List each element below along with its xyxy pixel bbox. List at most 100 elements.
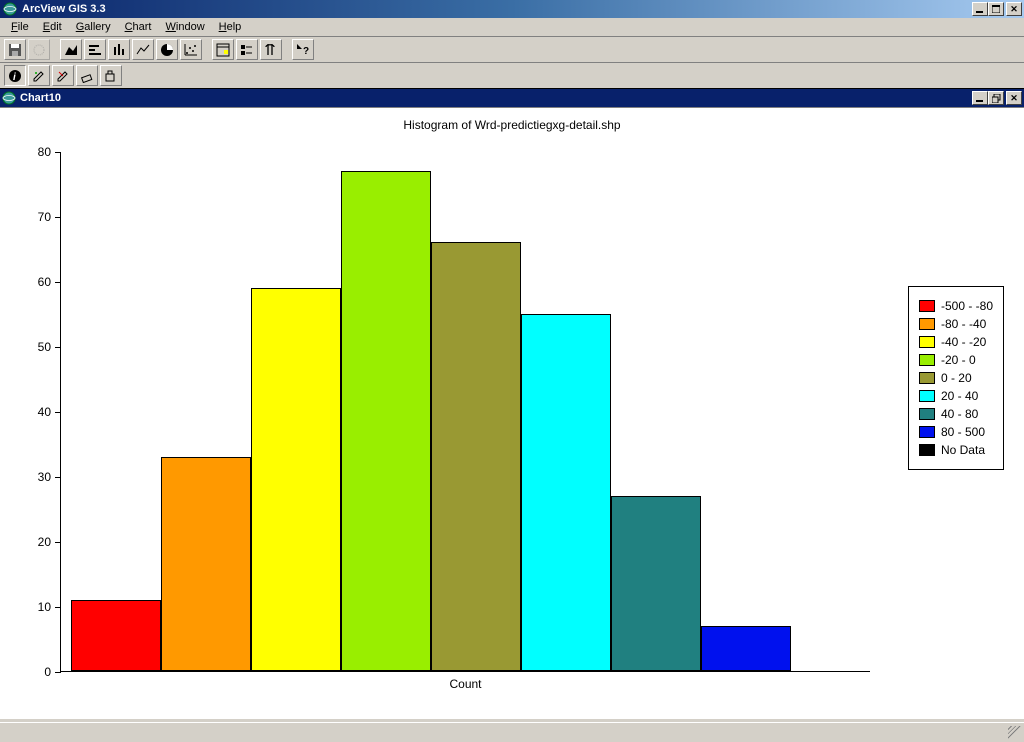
legend-swatch	[919, 390, 935, 402]
minimize-button[interactable]	[972, 2, 988, 16]
child-window-icon	[2, 91, 16, 105]
app-title: ArcView GIS 3.3	[22, 3, 106, 15]
legend-item: 40 - 80	[919, 407, 993, 421]
y-tick-label: 80	[38, 145, 51, 159]
find-icon[interactable]	[260, 39, 282, 60]
chart-legend: -500 - -80 -80 - -40 -40 - -20 -20 - 0 0 - 2…	[908, 286, 1004, 470]
legend-item: No Data	[919, 443, 993, 457]
y-tick	[55, 607, 61, 608]
y-tick-label: 60	[38, 275, 51, 289]
pie-chart-icon[interactable]	[156, 39, 178, 60]
legend-label: -80 - -40	[941, 317, 986, 331]
maximize-button[interactable]	[988, 2, 1004, 16]
y-tick	[55, 282, 61, 283]
menu-file[interactable]: File	[4, 19, 36, 35]
line-chart-icon[interactable]	[132, 39, 154, 60]
legend-swatch	[919, 300, 935, 312]
resize-grip[interactable]	[1008, 726, 1022, 740]
properties-icon[interactable]	[212, 39, 234, 60]
legend-swatch	[919, 444, 935, 456]
y-tick-label: 0	[44, 665, 51, 679]
menu-chart[interactable]: Chart	[118, 19, 159, 35]
chart-title: Histogram of Wrd-predictiegxg-detail.shp	[0, 118, 1024, 132]
chart-bar[interactable]	[611, 496, 701, 672]
child-window-titlebar: Chart10 ✕	[0, 89, 1024, 107]
y-tick	[55, 217, 61, 218]
legend-label: 40 - 80	[941, 407, 978, 421]
legend-swatch	[919, 354, 935, 366]
y-tick	[55, 542, 61, 543]
y-tick	[55, 412, 61, 413]
legend-swatch	[919, 426, 935, 438]
app-titlebar: ArcView GIS 3.3 ✕	[0, 0, 1024, 18]
y-tick-label: 10	[38, 600, 51, 614]
legend-item: -20 - 0	[919, 353, 993, 367]
toolbar-secondary: i	[0, 63, 1024, 89]
y-tick-label: 20	[38, 535, 51, 549]
chart-bar[interactable]	[521, 314, 611, 672]
y-tick-label: 40	[38, 405, 51, 419]
legend-item: 80 - 500	[919, 425, 993, 439]
menu-edit[interactable]: Edit	[36, 19, 69, 35]
series-icon[interactable]	[236, 39, 258, 60]
legend-label: -40 - -20	[941, 335, 986, 349]
chart-bar[interactable]	[251, 288, 341, 672]
svg-text:i: i	[13, 72, 16, 83]
undo-icon[interactable]	[100, 65, 122, 86]
legend-item: -500 - -80	[919, 299, 993, 313]
child-window-title: Chart10	[20, 92, 61, 104]
child-minimize-button[interactable]	[972, 91, 988, 105]
legend-label: 0 - 20	[941, 371, 972, 385]
menu-window[interactable]: Window	[159, 19, 212, 35]
legend-label: -20 - 0	[941, 353, 976, 367]
toolbar-main: ?	[0, 37, 1024, 63]
save-icon[interactable]	[4, 39, 26, 60]
menubar: File Edit Gallery Chart Window Help	[0, 18, 1024, 37]
legend-swatch	[919, 318, 935, 330]
y-tick	[55, 152, 61, 153]
y-tick-label: 30	[38, 470, 51, 484]
legend-swatch	[919, 372, 935, 384]
legend-swatch	[919, 336, 935, 348]
child-restore-button[interactable]	[988, 91, 1004, 105]
bar-chart-h-icon[interactable]	[84, 39, 106, 60]
area-chart-icon[interactable]	[60, 39, 82, 60]
help-icon[interactable]: ?	[292, 39, 314, 60]
child-close-button[interactable]: ✕	[1006, 91, 1022, 105]
scatter-icon[interactable]	[180, 39, 202, 60]
bar-chart-v-icon[interactable]	[108, 39, 130, 60]
legend-item: -80 - -40	[919, 317, 993, 331]
chart-bar[interactable]	[701, 626, 791, 672]
legend-label: 80 - 500	[941, 425, 985, 439]
legend-label: No Data	[941, 443, 985, 457]
y-tick	[55, 477, 61, 478]
legend-swatch	[919, 408, 935, 420]
chart-area: Histogram of Wrd-predictiegxg-detail.shp…	[0, 107, 1024, 719]
y-tick-label: 70	[38, 210, 51, 224]
statusbar	[0, 722, 1024, 742]
close-button[interactable]: ✕	[1006, 2, 1022, 16]
chart-bar[interactable]	[71, 600, 161, 672]
menu-gallery[interactable]: Gallery	[69, 19, 118, 35]
legend-item: 0 - 20	[919, 371, 993, 385]
legend-label: -500 - -80	[941, 299, 993, 313]
svg-text:?: ?	[303, 46, 309, 57]
app-icon	[2, 1, 18, 17]
y-tick	[55, 347, 61, 348]
y-tick-label: 50	[38, 340, 51, 354]
edit-pencil-icon[interactable]	[28, 65, 50, 86]
chart-plot: Count 01020304050607080	[60, 152, 870, 672]
y-tick	[55, 672, 61, 673]
menu-help[interactable]: Help	[212, 19, 249, 35]
legend-item: -40 - -20	[919, 335, 993, 349]
chart-bar[interactable]	[161, 457, 251, 672]
chart-bar[interactable]	[431, 242, 521, 671]
chart-x-axis-label: Count	[61, 677, 870, 691]
identify-icon[interactable]: i	[4, 65, 26, 86]
chart-bar[interactable]	[341, 171, 431, 672]
print-icon	[28, 39, 50, 60]
legend-label: 20 - 40	[941, 389, 978, 403]
edit-cut-icon[interactable]	[52, 65, 74, 86]
erase-icon[interactable]	[76, 65, 98, 86]
legend-item: 20 - 40	[919, 389, 993, 403]
